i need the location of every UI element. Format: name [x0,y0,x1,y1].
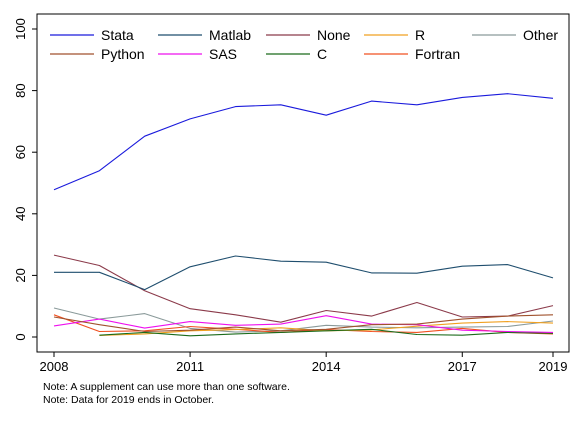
legend-label-python: Python [101,46,145,62]
series-line-sas [53,315,554,333]
plot-frame [36,13,570,353]
legend-label-none: None [317,27,351,43]
legend-label-stata: Stata [101,27,134,43]
y-tick-label: 40 [13,207,28,221]
note-2: Note: Data for 2019 ends in October. [43,394,215,406]
y-tick-label: 100 [13,18,28,40]
x-tick-label: 2017 [448,359,477,374]
y-tick-label: 20 [13,268,28,282]
legend-label-c: C [317,46,327,62]
series-line-python [53,314,554,333]
legend-label-matlab: Matlab [209,27,251,43]
legend-label-sas: SAS [209,46,237,62]
x-axis: 2008 2011 2014 2017 2019 [40,352,568,374]
legend-label-other: Other [523,27,558,43]
series-lines [53,93,554,337]
x-tick-label: 2019 [539,359,568,374]
x-tick-label: 2014 [312,359,341,374]
series-line-matlab [54,255,554,291]
series-line-other [53,307,554,333]
y-tick-label: 60 [13,145,28,159]
y-tick-label: 0 [13,333,28,340]
x-tick-label: 2011 [176,359,204,374]
series-line-stata [53,93,554,191]
y-axis: 0 20 40 60 80 100 [13,18,37,341]
legend: Stata Python Matlab SAS None C R Fortran Other [50,27,558,62]
legend-label-fortran: Fortran [415,46,460,62]
y-tick-label: 80 [13,83,28,97]
series-line-c [99,328,554,337]
note-1: Note: A supplement can use more than one… [43,381,290,393]
legend-label-r: R [415,27,425,43]
x-tick-label: 2008 [40,359,69,374]
